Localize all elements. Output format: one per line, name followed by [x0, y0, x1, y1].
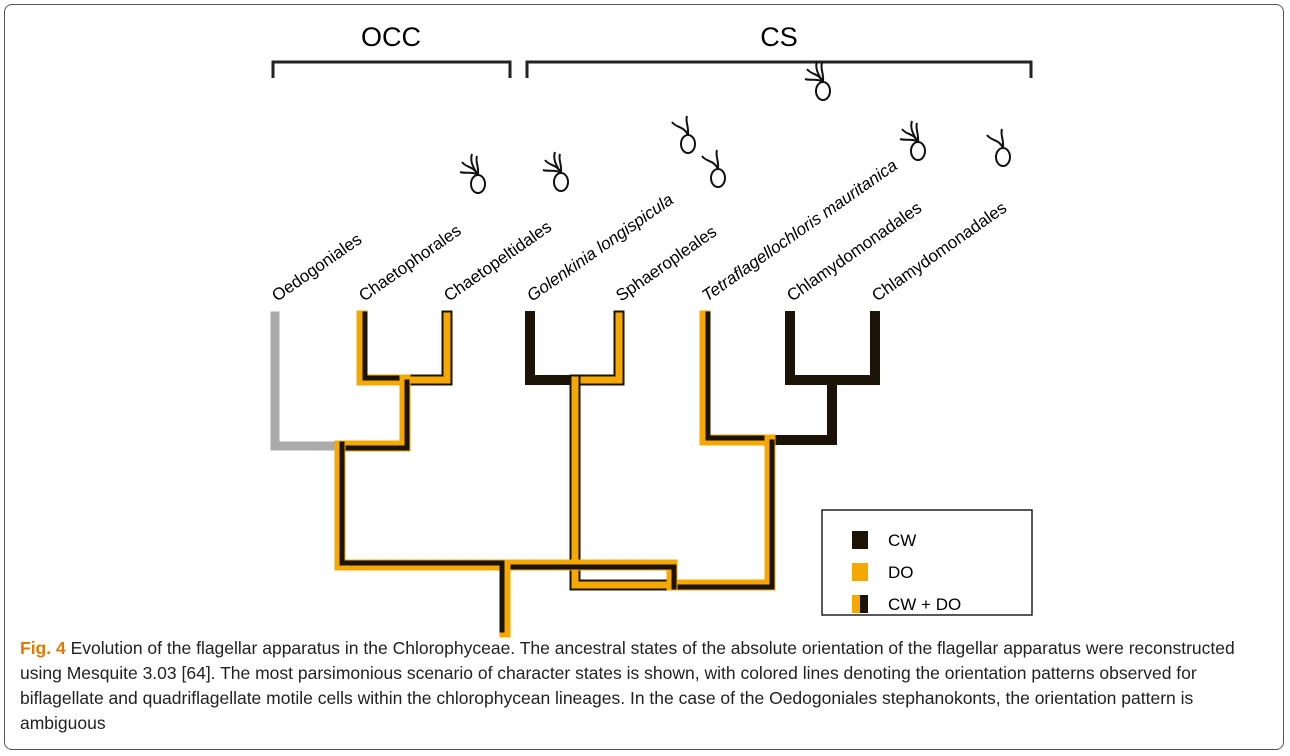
legend-swatch [852, 595, 860, 613]
branch [575, 380, 672, 585]
branch [705, 316, 770, 440]
caption-label: Fig. 4 [20, 638, 66, 658]
caption: Fig. 4 Evolution of the flagellar appara… [20, 636, 1270, 736]
legend-label: CW + DO [888, 595, 961, 614]
branch [575, 380, 672, 585]
flagellum [702, 156, 718, 169]
cell-icons [460, 61, 1010, 193]
taxon-labels: OedogonialesChaetophoralesChaetopeltidal… [268, 156, 1010, 306]
cell-icon [711, 169, 725, 187]
occ-bracket [273, 62, 510, 78]
branch [342, 444, 507, 563]
flagellum [987, 135, 1003, 148]
branch [340, 446, 505, 565]
brackets [273, 62, 1031, 78]
flagellum [672, 122, 688, 135]
taxon-label: Golenkinia longispicula [523, 190, 676, 305]
legend-label: DO [888, 563, 914, 582]
branch [340, 380, 405, 446]
tree [275, 314, 875, 632]
branch [275, 316, 340, 446]
branch [770, 380, 832, 440]
cell-icon [996, 148, 1010, 166]
cell-icon [554, 173, 568, 191]
branch [342, 382, 407, 448]
cs-bracket [527, 62, 1031, 78]
caption-text: Evolution of the flagellar apparatus in … [20, 638, 1235, 733]
group-label: CS [760, 22, 798, 52]
cell-icon [816, 82, 830, 100]
branch [708, 314, 773, 438]
tree-figure: OCC CS OedogonialesChaetophoralesChaetop… [0, 0, 1290, 640]
branch [362, 316, 405, 380]
taxon-label: Oedogoniales [268, 230, 365, 306]
cell-icon [911, 142, 925, 160]
cell-icon [681, 135, 695, 153]
branch [790, 316, 875, 380]
branch [575, 316, 619, 380]
branch [530, 316, 575, 380]
legend-swatch [852, 563, 868, 581]
branch [575, 316, 619, 380]
legend-label: CW [888, 531, 916, 550]
branch [405, 316, 447, 380]
legend-swatch [852, 531, 868, 549]
group-label: OCC [361, 22, 421, 52]
branch [674, 442, 772, 587]
branch [365, 314, 408, 378]
branch [405, 316, 447, 380]
branch [672, 440, 770, 585]
cell-icon [471, 175, 485, 193]
